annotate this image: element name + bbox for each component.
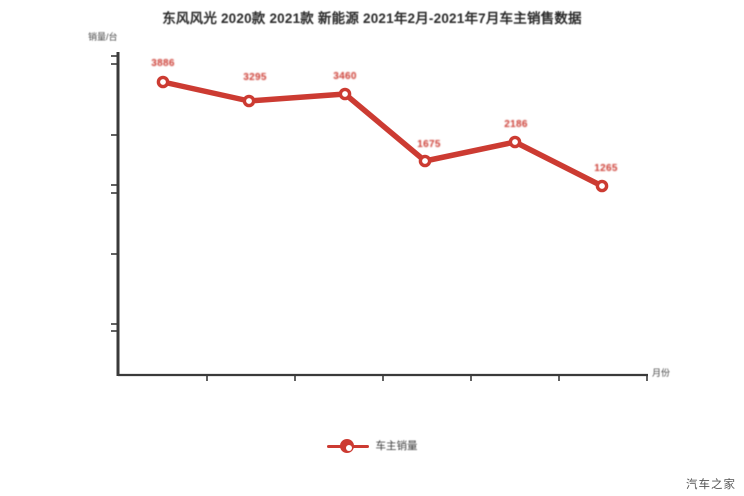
chart-title: 东风风光 2020款 2021款 新能源 2021年2月-2021年7月车主销售…	[162, 11, 582, 26]
data-point-marker	[156, 75, 170, 89]
x-axis-ticks	[206, 375, 648, 381]
data-point-label: 1675	[417, 139, 441, 150]
data-point-marker	[595, 179, 609, 193]
data-point-marker	[242, 94, 256, 108]
data-point-label: 3295	[243, 72, 267, 83]
y-axis-ticks	[111, 55, 118, 332]
legend-marker-circle-icon	[326, 438, 369, 453]
data-point-label: 1265	[594, 163, 618, 174]
x-axis-unit-label: 月份	[652, 368, 671, 378]
chart-legend: 车主销量	[0, 438, 744, 453]
data-point-label: 2186	[504, 119, 528, 130]
series-markers	[156, 75, 609, 193]
data-point-marker	[508, 135, 522, 149]
data-point-label: 3460	[333, 71, 357, 82]
legend-item-label: 车主销量	[375, 440, 418, 452]
series-line-owner-sales	[160, 79, 605, 189]
data-point-marker	[418, 154, 432, 168]
y-axis-unit-label: 销量/台	[88, 32, 118, 42]
watermark-autohome: 汽车之家	[686, 479, 736, 491]
data-point-label: 3886	[151, 58, 175, 69]
data-point-marker	[338, 87, 352, 101]
